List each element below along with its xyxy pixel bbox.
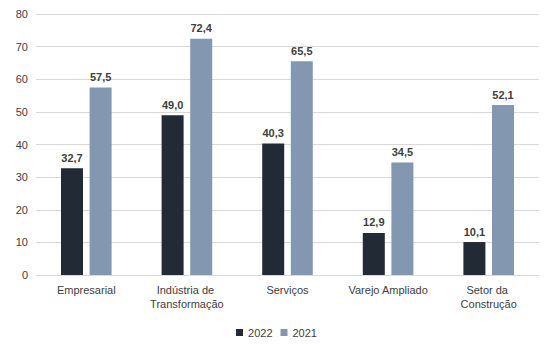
svg-text:20: 20	[16, 204, 28, 216]
svg-text:10: 10	[16, 236, 28, 248]
svg-text:Empresarial: Empresarial	[57, 284, 116, 296]
svg-text:Setor da: Setor da	[466, 284, 511, 296]
svg-text:Construção: Construção	[461, 298, 517, 310]
svg-text:30: 30	[16, 171, 28, 183]
svg-text:49,0: 49,0	[162, 99, 183, 111]
svg-text:65,5: 65,5	[291, 45, 312, 57]
svg-text:40: 40	[16, 139, 28, 151]
svg-text:0: 0	[22, 269, 28, 281]
svg-text:34,5: 34,5	[392, 146, 413, 158]
svg-text:32,7: 32,7	[61, 152, 82, 164]
svg-text:80: 80	[16, 8, 28, 20]
svg-text:72,4: 72,4	[190, 22, 212, 34]
svg-text:Serviços: Serviços	[266, 284, 309, 296]
svg-text:2022: 2022	[248, 327, 272, 339]
svg-text:60: 60	[16, 73, 28, 85]
svg-text:Varejo Ampliado: Varejo Ampliado	[348, 284, 427, 296]
svg-text:40,3: 40,3	[262, 127, 283, 139]
svg-text:Indústria de: Indústria de	[157, 284, 218, 296]
svg-text:10,1: 10,1	[464, 226, 485, 238]
svg-text:52,1: 52,1	[492, 89, 513, 101]
svg-text:70: 70	[16, 41, 28, 53]
svg-text:2021: 2021	[293, 327, 317, 339]
svg-text:Transformação: Transformação	[150, 298, 224, 310]
svg-text:12,9: 12,9	[363, 216, 384, 228]
svg-text:50: 50	[16, 106, 28, 118]
svg-text:57,5: 57,5	[90, 71, 111, 83]
